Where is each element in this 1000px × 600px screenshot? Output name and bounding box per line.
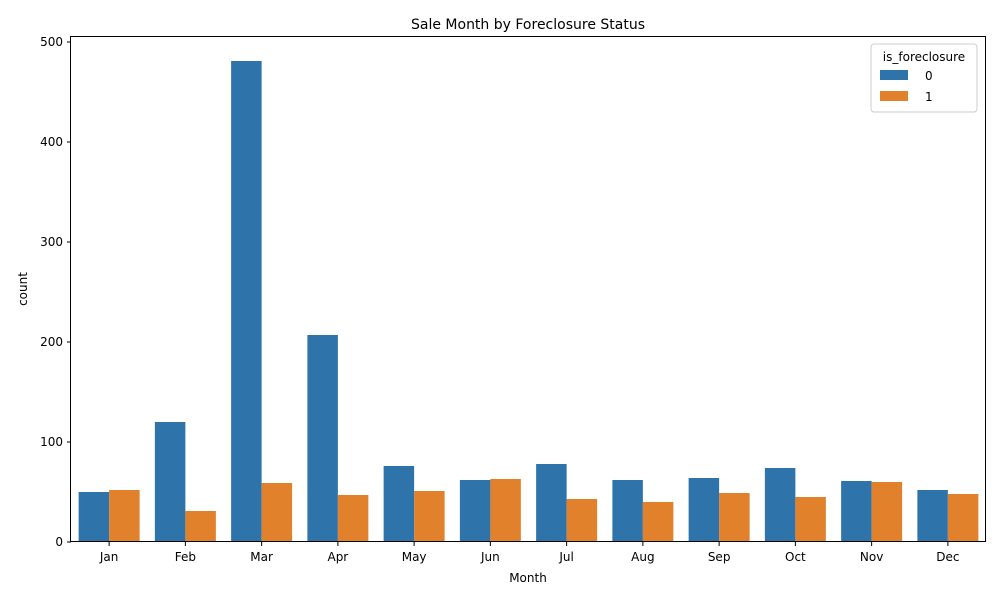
x-tick-label-aug: Aug [631,550,654,564]
bar-jul-series-1 [566,499,598,542]
bar-feb-series-0 [154,422,186,542]
bar-jul-series-0 [536,464,567,542]
bar-dec-series-1 [947,494,979,542]
y-tick-label: 400 [40,135,63,149]
x-tick-label-jan: Jan [99,550,119,564]
bar-jan-series-1 [109,490,140,542]
x-axis-ticks: Jan Feb Mar Apr May Jun Jul Aug Sep Oct Nov Dec [99,542,959,564]
bar-mar-series-0 [231,61,262,542]
y-tick-label: 500 [40,35,63,49]
bar-oct-series-0 [764,468,796,542]
bar-mar-series-1 [261,483,293,542]
bar-oct-series-1 [795,497,826,542]
bar-aug-series-0 [612,480,643,542]
x-tick-label-nov: Nov [860,550,883,564]
x-tick-label-sep: Sep [708,550,731,564]
legend-title: is_foreclosure [883,50,965,64]
x-tick-label-oct: Oct [785,550,806,564]
bar-sep-series-1 [719,493,750,542]
y-tick-label: 100 [40,435,63,449]
legend: is_foreclosure 0 1 [870,43,978,113]
bar-may-series-0 [383,466,415,542]
bars-group [78,61,979,542]
bar-dec-series-0 [917,490,948,542]
bar-sep-series-0 [688,478,720,542]
bar-nov-series-1 [871,482,903,542]
bar-jun-series-1 [490,479,521,542]
x-axis-label: Month [509,571,547,585]
x-tick-label-jun: Jun [480,550,500,564]
y-tick-label: 300 [40,235,63,249]
bar-feb-series-1 [185,511,216,542]
y-axis-label: count [16,272,30,306]
legend-swatch-0 [880,70,908,80]
bar-apr-series-0 [307,335,338,542]
plot-frame [70,36,986,542]
bar-jan-series-0 [78,492,110,542]
y-axis-ticks: 0 100 200 300 400 500 [40,35,71,549]
y-tick-label: 200 [40,335,63,349]
bar-nov-series-0 [841,481,872,542]
x-tick-label-dec: Dec [936,550,959,564]
bar-apr-series-1 [337,495,369,542]
legend-label-0: 0 [925,69,933,83]
bar-may-series-1 [414,491,445,542]
x-tick-label-apr: Apr [327,550,348,564]
chart-title: Sale Month by Foreclosure Status [411,17,645,33]
y-tick-label: 0 [55,535,63,549]
x-tick-label-mar: Mar [250,550,273,564]
x-tick-label-jul: Jul [558,550,573,564]
bar-jun-series-0 [459,480,491,542]
bar-aug-series-1 [642,502,674,542]
x-tick-label-feb: Feb [175,550,196,564]
legend-swatch-1 [880,91,908,101]
x-tick-label-may: May [402,550,427,564]
legend-label-1: 1 [925,90,933,104]
